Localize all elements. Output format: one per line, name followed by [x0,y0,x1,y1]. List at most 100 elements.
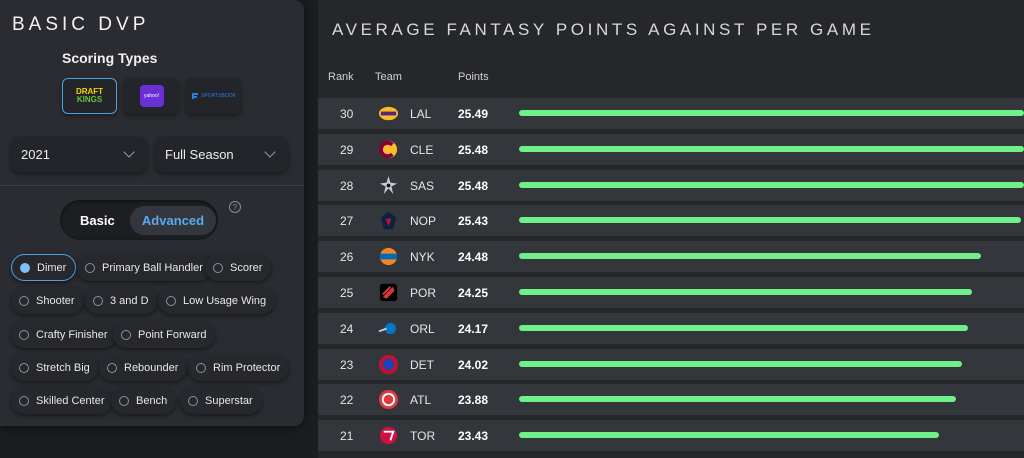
archetype-label: 3 and D [110,294,149,307]
archetype-label: Shooter [36,294,75,307]
archetype-chip[interactable]: Point Forward [113,321,216,348]
knicks-logo-icon [378,246,399,267]
archetype-chip[interactable]: Shooter [11,287,84,314]
radio-icon [19,395,29,406]
lakers-logo-icon [378,103,399,124]
row-rank: 21 [340,429,354,444]
archetype-chip[interactable]: Superstar [180,387,262,414]
season-select-value: Full Season [165,147,234,162]
draftkings-logo-icon: DRAFT KINGS [75,87,104,104]
archetype-chip[interactable]: Bench [111,387,177,414]
row-team: DET [410,357,434,372]
archetype-chip[interactable]: Skilled Center [11,387,114,414]
archetype-label: Skilled Center [36,394,105,407]
archetype-chip[interactable]: Dimer [11,254,77,281]
points-bar [519,217,1021,224]
column-header-points[interactable]: Points [458,71,489,83]
points-bar [519,432,939,439]
radio-icon [119,395,129,406]
year-select-value: 2021 [21,147,50,162]
row-rank: 29 [340,142,354,157]
mode-toggle: Basic Advanced [60,200,218,240]
radio-icon [93,295,103,306]
row-team: SAS [410,178,435,193]
archetype-label: Primary Ball Handler [102,261,203,274]
points-bar [519,110,1024,116]
table-row[interactable]: 30 LAL 25.49 [318,98,1024,129]
row-rank: 24 [340,321,354,336]
table-row[interactable]: 28 SAS 25.48 [318,169,1024,201]
archetype-label: Scorer [230,261,263,274]
column-header-rank[interactable]: Rank [328,71,354,83]
row-team: POR [410,286,437,300]
archetype-label: Point Forward [138,328,207,341]
row-points: 25.43 [458,214,489,229]
row-team: TOR [410,429,436,444]
radio-icon [196,362,206,373]
archetype-chip[interactable]: Rim Protector [188,354,290,381]
fanduel-logo-icon: SPORTSBOOK [191,92,236,100]
row-rank: 25 [340,286,354,300]
table-row[interactable]: 21 TOR 23.43 [318,420,1024,452]
archetype-chip[interactable]: Rebounder [99,354,188,381]
row-rank: 28 [340,178,354,193]
pelicans-logo-icon [378,210,399,231]
archetype-chip[interactable]: Scorer [205,254,272,281]
row-points: 23.88 [458,393,489,408]
fanduel-button[interactable]: SPORTSBOOK [186,78,241,114]
toggle-basic[interactable]: Basic [80,213,115,228]
radio-icon [166,295,176,306]
table-row[interactable]: 26 NYK 24.48 [318,241,1024,273]
row-points: 25.48 [458,142,489,157]
season-select[interactable]: Full Season [155,137,288,172]
archetype-label: Rim Protector [213,361,281,374]
chevron-down-icon [123,146,135,158]
radio-selected-icon [20,262,30,273]
archetype-chip[interactable]: Low Usage Wing [158,287,276,314]
archetype-chip[interactable]: Stretch Big [11,354,99,381]
magic-logo-icon [378,318,399,339]
table-row[interactable]: 25 POR 24.25 [318,277,1024,308]
radio-icon [188,395,198,406]
hawks-logo-icon [378,389,399,410]
table-row[interactable]: 27 NOP 25.43 [318,205,1024,237]
archetype-chip[interactable]: 3 and D [85,287,158,314]
points-bar [519,181,1024,188]
row-rank: 22 [340,393,354,408]
table-row[interactable]: 24 ORL 24.17 [318,312,1024,344]
table-row[interactable]: 23 DET 24.02 [318,348,1024,380]
yahoo-button[interactable]: yahoo! [124,78,179,114]
row-points: 24.48 [458,250,489,265]
chevron-down-icon [264,146,276,158]
row-points: 24.25 [458,286,489,300]
table-row[interactable]: 22 ATL 23.88 [318,384,1024,416]
points-bar [519,289,972,295]
scoring-types-title: Scoring Types [62,50,158,66]
toggle-advanced[interactable]: Advanced [130,206,216,235]
raptors-logo-icon [378,425,399,446]
dvp-table-panel: AVERAGE FANTASY POINTS AGAINST PER GAME … [318,0,1024,458]
cavaliers-logo-icon [378,139,399,160]
points-bar [519,253,981,260]
blazers-logo-icon [378,282,399,303]
radio-icon [85,262,95,273]
archetype-chip[interactable]: Primary Ball Handler [77,254,212,281]
row-rank: 27 [340,214,354,229]
radio-icon [19,329,29,340]
column-header-team[interactable]: Team [375,71,402,83]
row-team: ATL [410,393,432,408]
archetype-chip[interactable]: Crafty Finisher [11,321,117,348]
radio-icon [121,329,131,340]
table-row[interactable]: 29 CLE 25.48 [318,133,1024,165]
row-points: 25.49 [458,107,489,121]
radio-icon [19,362,29,373]
row-points: 23.43 [458,429,489,444]
draftkings-button[interactable]: DRAFT KINGS [62,78,117,114]
archetype-label: Rebounder [124,361,179,374]
points-bar [519,360,962,367]
year-select[interactable]: 2021 [11,137,147,172]
help-icon[interactable]: ? [229,201,241,213]
yahoo-logo-icon: yahoo! [139,85,164,107]
radio-icon [107,362,117,373]
